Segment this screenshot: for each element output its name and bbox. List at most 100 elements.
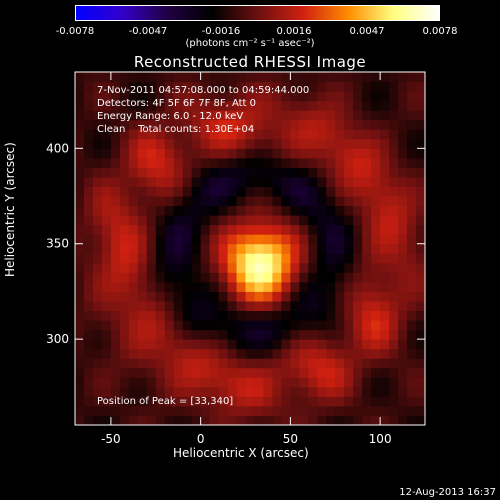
heatmap-cell	[173, 110, 184, 121]
heatmap-cell	[218, 386, 229, 397]
heatmap-cell	[263, 129, 273, 140]
heatmap-cell	[362, 339, 372, 350]
heatmap-cell	[146, 91, 157, 102]
heatmap-cell	[218, 348, 229, 359]
heatmap-cell	[110, 415, 121, 426]
heatmap-cell	[173, 186, 184, 197]
heatmap-cell	[299, 320, 309, 331]
heatmap-cell	[200, 129, 211, 140]
heatmap-cell	[83, 205, 94, 216]
heatmap-cell	[101, 358, 112, 369]
heatmap-cell	[209, 405, 220, 416]
heatmap-cell	[290, 358, 300, 369]
heatmap-cell	[83, 339, 94, 350]
heatmap-cell	[209, 300, 220, 312]
heatmap-cell	[335, 329, 345, 340]
heatmap-cell	[389, 281, 399, 292]
heatmap-cell	[416, 358, 426, 369]
heatmap-cell	[281, 243, 291, 254]
heatmap-cell	[263, 377, 273, 388]
heatmap-cell	[380, 215, 390, 226]
heatmap-cell	[128, 167, 139, 178]
heatmap-cell	[344, 72, 354, 83]
heatmap-cell	[110, 339, 121, 350]
heatmap-cell	[155, 291, 166, 302]
heatmap-cell	[272, 243, 282, 254]
heatmap-cell	[362, 186, 372, 197]
heatmap-cell	[263, 157, 273, 168]
heatmap-cell	[335, 119, 345, 130]
heatmap-cell	[263, 91, 273, 102]
heatmap-cell	[416, 91, 426, 102]
heatmap-cell	[344, 176, 354, 187]
info-time: 7-Nov-2011 04:57:08.000 to 04:59:44.000	[97, 85, 310, 96]
heatmap-cell	[209, 358, 220, 369]
heatmap-cell	[371, 348, 381, 359]
heatmap-cell	[182, 81, 193, 92]
heatmap-cell	[335, 157, 345, 168]
heatmap-cell	[407, 119, 417, 130]
heatmap-cell	[308, 186, 318, 197]
heatmap-cell	[110, 81, 121, 92]
heatmap-cell	[209, 281, 220, 292]
heatmap-cell	[155, 415, 166, 426]
heatmap-cell	[218, 300, 229, 312]
heatmap-cell	[227, 138, 238, 149]
heatmap-cell	[254, 300, 264, 312]
heatmap-cell	[182, 358, 193, 369]
heatmap-cell	[407, 215, 417, 226]
heatmap-cell	[371, 386, 381, 397]
heatmap-cell	[407, 81, 417, 92]
heatmap-cell	[218, 205, 229, 216]
heatmap-cell	[209, 377, 220, 388]
heatmap-cell	[335, 205, 345, 216]
heatmap-cell	[218, 129, 229, 140]
heatmap-cell	[326, 396, 336, 407]
heatmap-cell	[416, 100, 426, 111]
heatmap-cell	[416, 215, 426, 226]
heatmap-cell	[128, 148, 139, 159]
heatmap-cell	[398, 243, 408, 254]
heatmap-cell	[164, 176, 175, 187]
heatmap-cell	[371, 367, 381, 378]
heatmap-cell	[200, 329, 211, 340]
heatmap-cell	[272, 196, 282, 207]
heatmap-cell	[371, 72, 381, 83]
heatmap-cell	[245, 320, 255, 331]
heatmap-cell	[200, 119, 211, 130]
heatmap-cell	[308, 138, 318, 149]
heatmap-cell	[236, 243, 247, 254]
heatmap-cell	[254, 205, 264, 216]
heatmap-cell	[335, 262, 345, 273]
heatmap-cell	[83, 367, 94, 378]
heatmap-cell	[137, 224, 148, 235]
heatmap-cell	[335, 310, 345, 321]
heatmap-cell	[290, 320, 300, 331]
heatmap-cell	[263, 110, 273, 121]
heatmap-cell	[416, 253, 426, 264]
heatmap-cell	[335, 291, 345, 302]
heatmap-cell	[416, 377, 426, 388]
heatmap-cell	[110, 205, 121, 216]
heatmap-cell	[75, 320, 85, 331]
heatmap-cell	[326, 272, 336, 283]
heatmap-cell	[353, 215, 363, 226]
heatmap-cell	[389, 205, 399, 216]
heatmap-cell	[362, 348, 372, 359]
heatmap-cell	[83, 396, 94, 407]
heatmap-cell	[191, 405, 202, 416]
heatmap-cell	[245, 358, 255, 369]
heatmap-cell	[227, 91, 238, 102]
heatmap-cell	[101, 138, 112, 149]
colorbar-units: (photons cm⁻² s⁻¹ asec⁻²)	[185, 38, 315, 49]
y-tick-label: 300	[46, 332, 69, 346]
heatmap-cell	[362, 81, 372, 92]
heatmap-cell	[290, 148, 300, 159]
heatmap-cell	[407, 377, 417, 388]
heatmap-cell	[281, 129, 291, 140]
heatmap-cell	[75, 215, 85, 226]
heatmap-cell	[317, 224, 327, 235]
heatmap-cell	[227, 320, 238, 331]
heatmap-cell	[209, 415, 220, 426]
heatmap-cell	[416, 243, 426, 254]
